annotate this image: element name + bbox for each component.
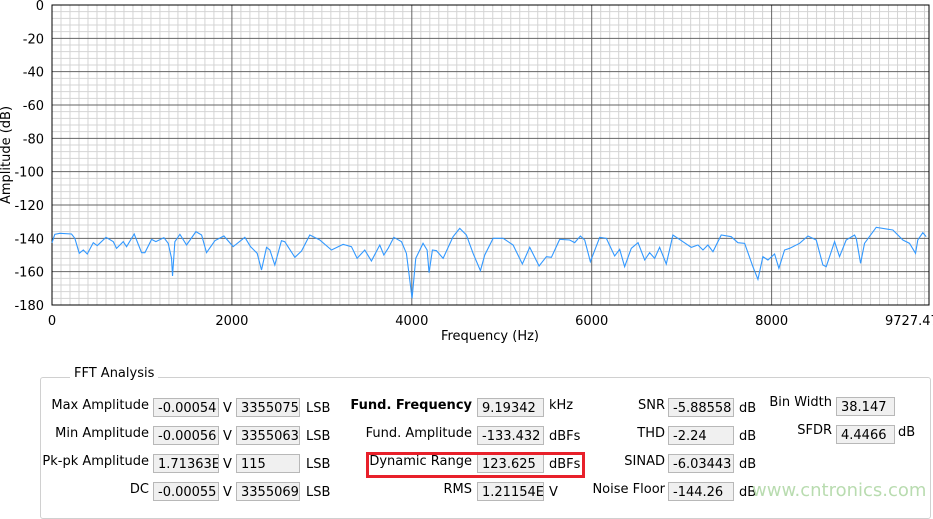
- y-tick-label: -160: [14, 266, 44, 281]
- unit-label: dBFs: [549, 429, 581, 444]
- y-tick-label: -40: [23, 66, 44, 81]
- x-tick-label: 4000: [395, 314, 428, 329]
- y-tick-label: -180: [14, 299, 44, 314]
- unit-label: V: [223, 485, 232, 500]
- row-label: THD: [637, 426, 665, 441]
- x-tick-label: 8000: [755, 314, 788, 329]
- y-tick-label: -80: [23, 132, 44, 147]
- lsb-field[interactable]: 3355063: [236, 426, 300, 445]
- fft-chart: 0 -20 -40 -60 -80 -100 -120 -140 -160 -180 0 2000 40…: [0, 0, 933, 344]
- dynamic-range-highlight: [366, 452, 585, 478]
- unit-label: V: [223, 401, 232, 416]
- value-field[interactable]: -6.03443: [668, 454, 734, 473]
- volts-field[interactable]: -0.00054: [153, 398, 219, 417]
- x-tick-label: 6000: [575, 314, 608, 329]
- row-label: Max Amplitude: [51, 398, 149, 413]
- row-label: DC: [129, 482, 149, 497]
- volts-field[interactable]: -0.00056: [153, 426, 219, 445]
- unit-label: dB: [739, 485, 757, 500]
- unit-label: LSB: [306, 429, 331, 444]
- y-tick-label: -140: [14, 232, 44, 247]
- lsb-field[interactable]: 3355075: [236, 398, 300, 417]
- volts-field[interactable]: 1.71363E: [153, 454, 219, 473]
- watermark: www.cntronics.com: [752, 480, 927, 501]
- value-field[interactable]: 123.625: [477, 454, 544, 473]
- value-field[interactable]: -144.26: [668, 482, 734, 501]
- row-label: SFDR: [797, 423, 832, 438]
- value-field[interactable]: -133.432: [477, 426, 544, 445]
- lsb-field[interactable]: 3355069: [236, 482, 300, 501]
- unit-label: dBFs: [549, 457, 581, 472]
- spectrum-line: [51, 226, 927, 299]
- lsb-field[interactable]: 115: [236, 454, 300, 473]
- row-label: Min Amplitude: [55, 426, 149, 441]
- row-label: Noise Floor: [592, 482, 665, 497]
- value-field[interactable]: 4.4466: [836, 425, 895, 444]
- y-axis-label: Amplitude (dB): [0, 106, 14, 204]
- x-axis-label: Frequency (Hz): [441, 329, 539, 344]
- y-tick-label: -120: [14, 199, 44, 214]
- plot-area: [52, 5, 929, 305]
- row-label: SINAD: [624, 454, 665, 469]
- x-tick-label: 9727.47: [885, 314, 933, 329]
- value-field[interactable]: 1.21154E: [477, 482, 544, 501]
- value-field[interactable]: -5.88558: [668, 398, 734, 417]
- unit-label: V: [549, 485, 558, 500]
- value-field[interactable]: 9.19342: [477, 398, 544, 417]
- y-tick-label: 0: [36, 0, 44, 14]
- unit-label: kHz: [549, 398, 574, 413]
- value-field[interactable]: 38.147: [836, 397, 895, 416]
- unit-label: LSB: [306, 401, 331, 416]
- unit-label: LSB: [306, 457, 331, 472]
- row-label: Pk-pk Amplitude: [42, 454, 149, 469]
- row-label: Fund. Amplitude: [365, 426, 472, 441]
- unit-label: V: [223, 429, 232, 444]
- x-tick-label: 0: [48, 314, 56, 329]
- y-tick-label: -100: [14, 166, 44, 181]
- unit-label: LSB: [306, 485, 331, 500]
- unit-label: dB: [898, 425, 916, 440]
- volts-field[interactable]: -0.00055: [153, 482, 219, 501]
- unit-label: dB: [739, 457, 757, 472]
- row-label: RMS: [443, 482, 472, 497]
- row-label: Bin Width: [769, 395, 832, 410]
- y-tick-label: -60: [23, 99, 44, 114]
- unit-label: dB: [739, 401, 757, 416]
- row-label: SNR: [637, 398, 665, 413]
- unit-label: V: [223, 457, 232, 472]
- plot-border: [51, 4, 930, 306]
- row-label: Dynamic Range: [369, 454, 472, 469]
- unit-label: dB: [739, 429, 757, 444]
- group-title: FFT Analysis: [70, 366, 159, 381]
- x-tick-label: 2000: [215, 314, 248, 329]
- value-field[interactable]: -2.24: [668, 426, 734, 445]
- row-label: Fund. Frequency: [350, 398, 472, 413]
- y-tick-label: -20: [23, 32, 44, 47]
